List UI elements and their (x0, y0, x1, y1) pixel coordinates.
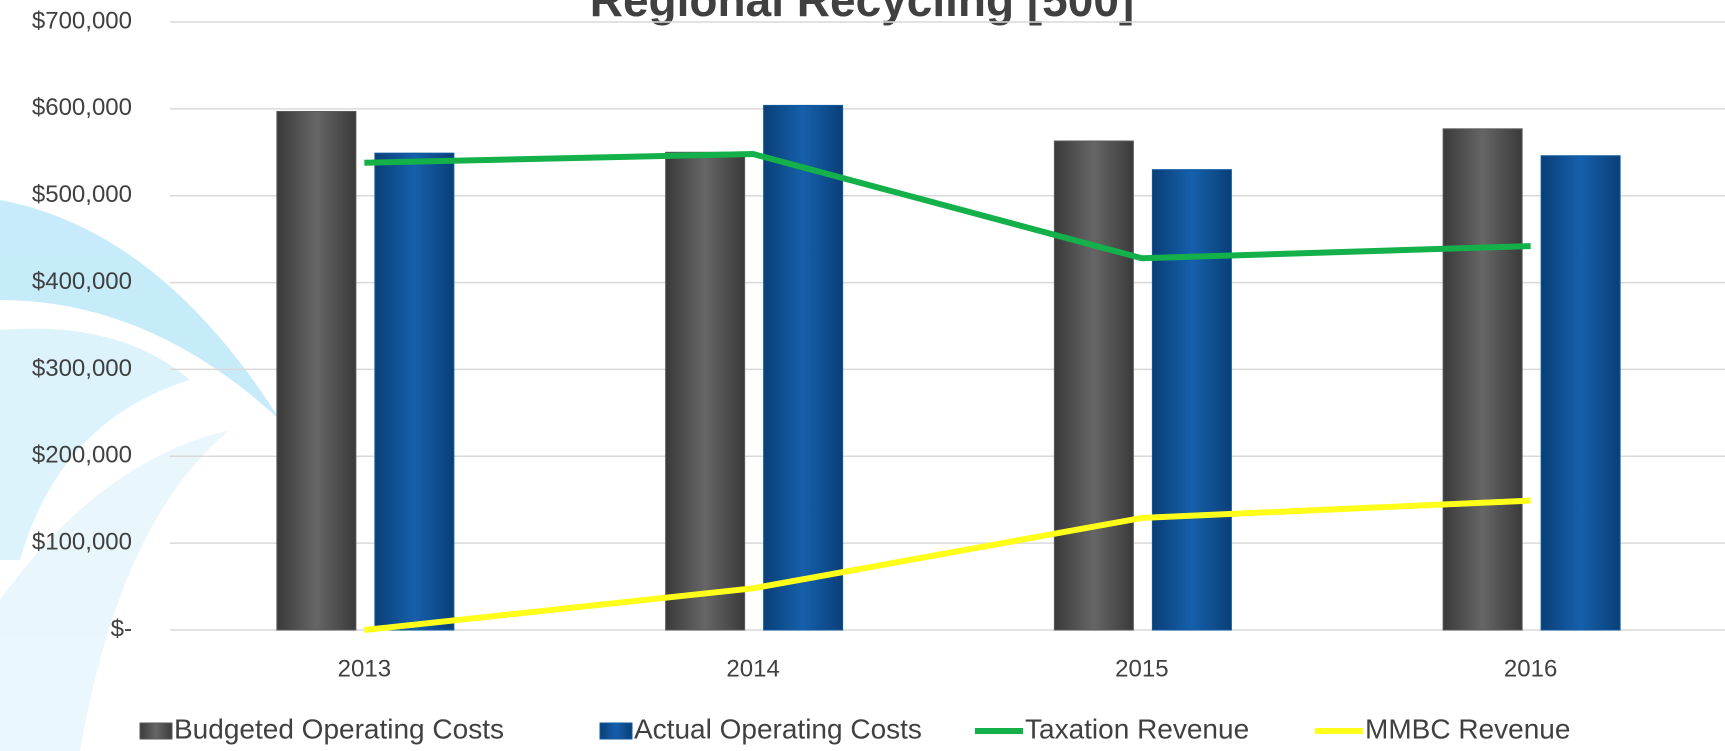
bar (665, 151, 746, 631)
bar (1053, 140, 1134, 631)
y-tick-label: $500,000 (32, 181, 132, 208)
line (364, 151, 1531, 262)
bar (1151, 169, 1232, 631)
y-tick-label: $700,000 (32, 7, 132, 34)
bar (276, 110, 357, 631)
y-tick-label: $- (111, 615, 132, 642)
x-tick-label: 2016 (1504, 655, 1557, 682)
legend-swatch (599, 722, 633, 740)
bar (1442, 128, 1523, 631)
y-tick-label: $400,000 (32, 268, 132, 295)
legend-label: MMBC Revenue (1365, 713, 1570, 744)
x-tick-label: 2015 (1115, 655, 1168, 682)
legend-swatch (139, 722, 173, 740)
background-swirl (0, 200, 280, 751)
line (364, 497, 1531, 633)
legend-label: Actual Operating Costs (634, 713, 922, 744)
x-tick-label: 2014 (726, 655, 779, 682)
bar (374, 152, 455, 631)
bar (1540, 155, 1621, 631)
y-tick-label: $600,000 (32, 94, 132, 121)
y-tick-label: $200,000 (32, 442, 132, 469)
x-tick-label: 2013 (338, 655, 391, 682)
bar (763, 104, 844, 631)
legend-label: Budgeted Operating Costs (174, 713, 504, 744)
y-tick-label: $100,000 (32, 528, 132, 555)
y-tick-label: $300,000 (32, 355, 132, 382)
legend-label: Taxation Revenue (1025, 713, 1249, 744)
